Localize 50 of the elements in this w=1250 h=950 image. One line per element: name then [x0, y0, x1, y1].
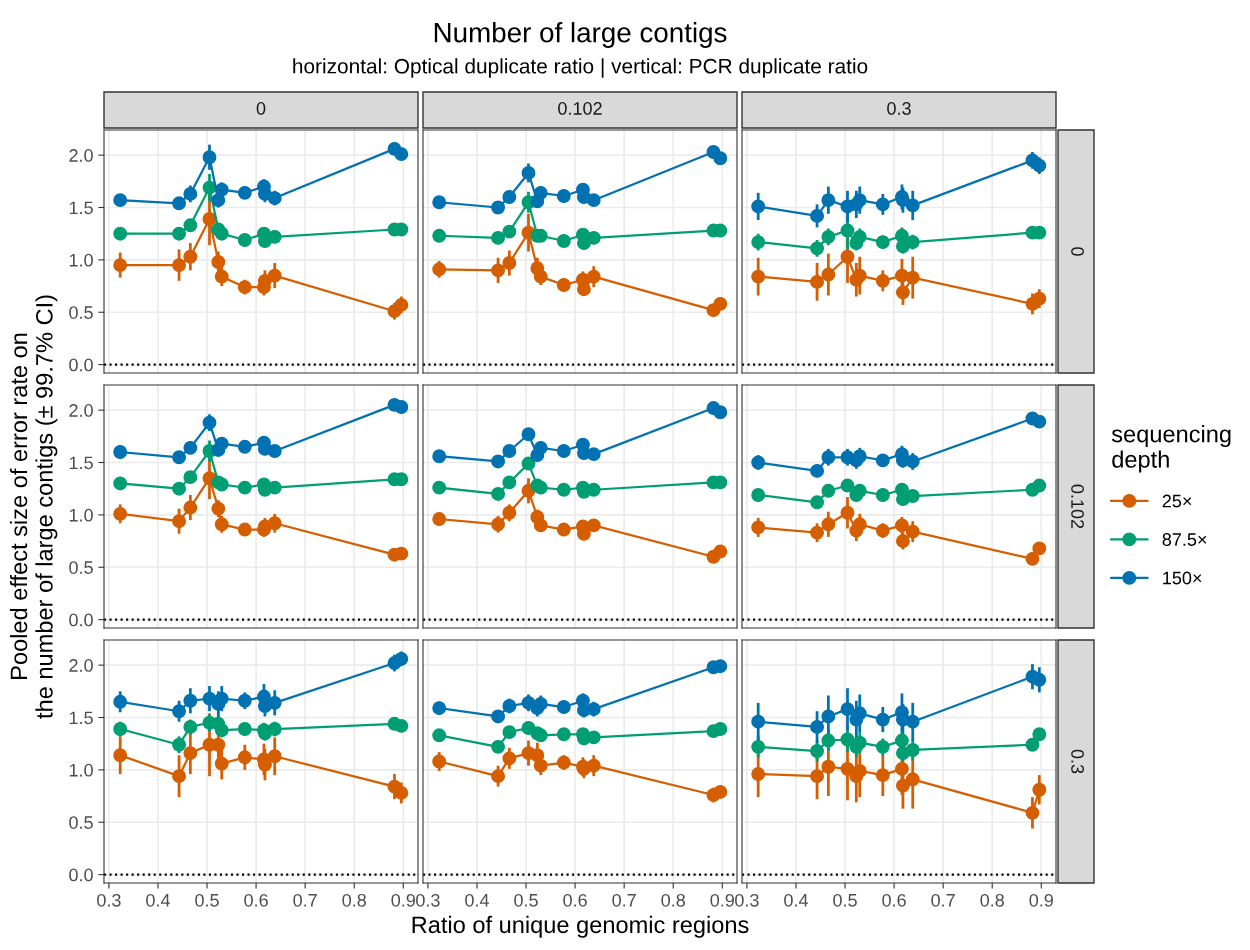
y-tick-label: 2.0 — [69, 659, 93, 672]
x-tick-label: 0.6 — [563, 893, 587, 907]
x2-axis-title: 0.102 — [558, 102, 602, 115]
y-tick-label: 0.5 — [69, 561, 93, 574]
y-axis-title: Pooled effect size of error rate on the number of large contigs (± 99.7% CI) — [9, 295, 58, 719]
text: horizontal: Optical duplicate ratio | vertical: PCR duplicate ratio — [293, 58, 868, 78]
y-tick-label: 0.5 — [69, 816, 93, 829]
x-tick-label: 0.4 — [146, 893, 170, 907]
y-tick-label: 1.0 — [69, 763, 93, 777]
x2-axis-title: 0.3 — [887, 102, 911, 115]
y2-axis-title: 0.3 — [1071, 749, 1084, 774]
x-tick-label: 0.6 — [882, 893, 906, 907]
y-tick-label: 0.5 — [69, 306, 93, 319]
legend-label: 25× — [1162, 494, 1192, 508]
x-tick-label: 0.7 — [612, 893, 636, 907]
x-tick-label: 0.9 — [1029, 893, 1053, 907]
x-tick-label: 0.7 — [931, 893, 955, 907]
y-tick-label: 1.0 — [69, 253, 93, 267]
y2-axis-title: 0.102 — [1071, 484, 1084, 529]
text: Number of large contigs — [434, 22, 727, 48]
y-tick-label: 2.0 — [69, 404, 93, 417]
x-tick-label: 0.3 — [97, 893, 121, 907]
x-tick-label: 0.5 — [195, 893, 219, 907]
x-tick-label: 0.8 — [980, 893, 1004, 907]
x2-axis-title: 0 — [256, 102, 266, 115]
x-tick-label: 0.3 — [735, 893, 759, 907]
legend-label: 150× — [1163, 571, 1202, 585]
x-tick-label: 0.5 — [514, 893, 538, 907]
x-tick-label: 0.9 — [710, 893, 734, 907]
y-tick-label: 1.5 — [69, 711, 93, 725]
y-tick-label: 0.0 — [69, 358, 93, 372]
x-tick-label: 0.3 — [416, 893, 440, 907]
x-tick-label: 0.4 — [784, 893, 808, 907]
x-tick-label: 0.8 — [661, 893, 685, 907]
legend-label: 87.5× — [1162, 533, 1207, 546]
y-tick-label: 0.0 — [69, 613, 93, 627]
y2-axis-title: 0 — [1071, 247, 1084, 256]
x-axis-title: Ratio of unique genomic regions — [412, 915, 749, 938]
x-tick-label: 0.4 — [465, 893, 489, 907]
x-tick-label: 0.7 — [293, 893, 317, 907]
y-tick-label: 1.5 — [69, 201, 93, 215]
y-tick-label: 1.0 — [69, 508, 93, 522]
y-tick-label: 0.0 — [69, 868, 93, 882]
x-tick-label: 0.5 — [833, 893, 857, 907]
x-tick-label: 0.9 — [391, 893, 415, 907]
y-tick-label: 1.5 — [69, 456, 93, 470]
x-tick-label: 0.8 — [342, 893, 366, 907]
x-tick-label: 0.6 — [244, 893, 268, 907]
legend-title: sequencing depth — [1111, 425, 1231, 473]
y-tick-label: 2.0 — [69, 149, 93, 162]
